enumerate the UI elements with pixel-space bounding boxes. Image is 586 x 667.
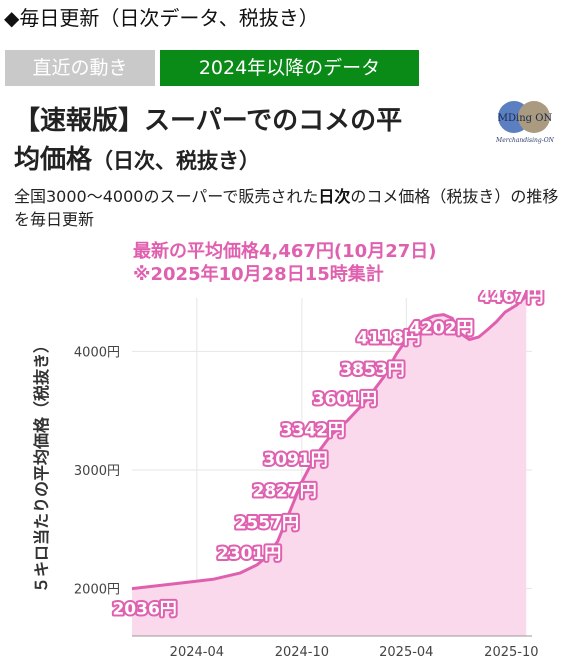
price-line bbox=[131, 294, 528, 591]
x-tick-label: 2025-10 bbox=[484, 645, 538, 660]
y-tick-label: 4000円 bbox=[74, 345, 120, 360]
x-tick-label: 2025-04 bbox=[379, 645, 433, 660]
section-title: ◆毎日更新（日次データ、税抜き） bbox=[4, 6, 319, 30]
data-label: 3342円 bbox=[281, 420, 345, 440]
y-tick-label: 3000円 bbox=[74, 464, 120, 479]
price-chart: 2000円 3000円 4000円 2024-04 2024-10 2025-04 2025… bbox=[74, 290, 546, 660]
logo-text: MDing ON bbox=[498, 113, 553, 124]
logo-subtext: Merchandising-ON bbox=[495, 137, 555, 144]
data-label: 3091円 bbox=[263, 450, 327, 470]
data-label: 2557円 bbox=[235, 514, 299, 534]
tally-time-line: ※2025年10月28日15時集計 bbox=[133, 264, 384, 285]
data-label: 4202円 bbox=[409, 318, 473, 338]
data-label: 4118円 bbox=[356, 328, 420, 348]
tab-since-2024[interactable]: 2024年以降のデータ bbox=[160, 50, 419, 86]
data-label: 2827円 bbox=[252, 481, 316, 501]
description-part-1: 全国3000〜4000のスーパーで販売された bbox=[14, 187, 319, 206]
page-title: 【速報版】スーパーでのコメの平 bbox=[14, 102, 402, 141]
title-line-1: 【速報版】スーパーでのコメの平 bbox=[14, 106, 403, 136]
title-line-2-paren: （日次、税抜き） bbox=[92, 149, 261, 173]
latest-price-line: 最新の平均価格4,467円(10月27日) bbox=[133, 241, 437, 262]
tab-recent-movement[interactable]: 直近の動き bbox=[5, 50, 155, 86]
description-part-2: のコメ価格（税抜き）の推移を毎日更新 bbox=[14, 187, 559, 229]
title-line-2-main: 均価格 bbox=[14, 145, 93, 175]
data-label: 2301円 bbox=[217, 544, 281, 564]
x-tick-label: 2024-04 bbox=[170, 645, 224, 660]
page-title-line-2: 均価格（日次、税抜き） bbox=[14, 141, 260, 181]
price-area bbox=[132, 296, 527, 636]
data-label: 2036円 bbox=[112, 600, 176, 620]
x-tick-label: 2024-10 bbox=[275, 645, 329, 660]
data-label: 4467円 bbox=[479, 290, 543, 307]
latest-price-annotation: 最新の平均価格4,467円(10月27日) ※2025年10月28日15時集計 bbox=[133, 240, 437, 286]
mding-on-logo: MDing ON Merchandising-ON bbox=[495, 101, 555, 144]
description: 全国3000〜4000のスーパーで販売された日次のコメ価格（税抜き）の推移を毎日… bbox=[14, 185, 574, 231]
y-tick-label: 2000円 bbox=[74, 583, 120, 598]
data-label: 3601円 bbox=[313, 390, 377, 410]
data-label: 3853円 bbox=[340, 360, 404, 380]
description-bold: 日次 bbox=[318, 187, 351, 206]
